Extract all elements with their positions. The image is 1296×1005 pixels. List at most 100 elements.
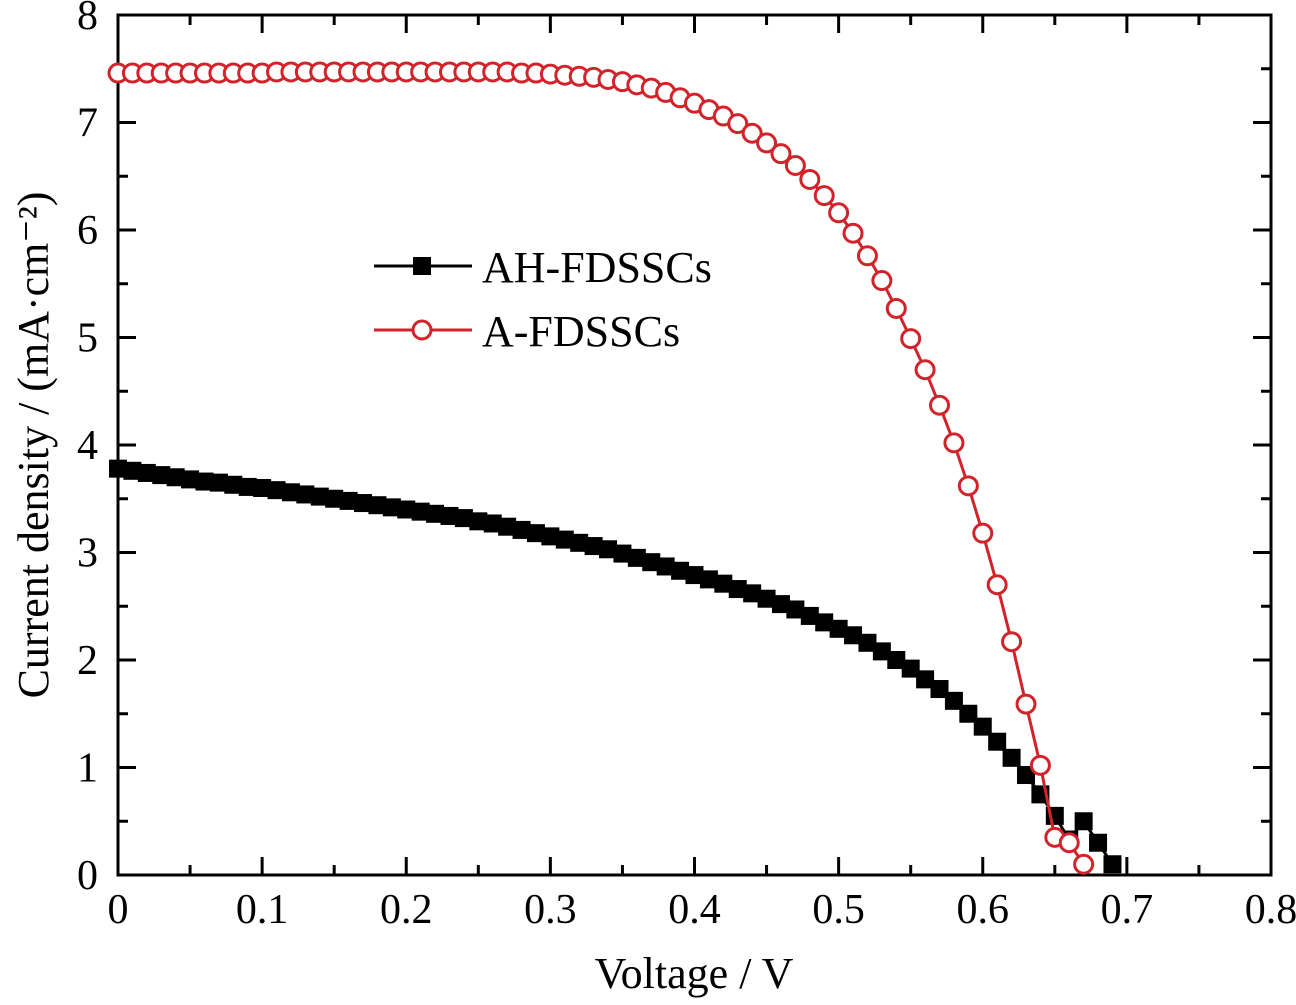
data-point-ah-fdsscs	[426, 504, 445, 523]
data-point-ah-fdsscs	[137, 463, 156, 482]
data-point-ah-fdsscs	[483, 514, 502, 533]
data-point-ah-fdsscs	[296, 485, 315, 504]
x-tick-label: 0	[108, 887, 129, 933]
data-point-ah-fdsscs	[1089, 833, 1108, 852]
data-point-ah-fdsscs	[238, 477, 257, 496]
data-point-ah-fdsscs	[310, 487, 329, 506]
data-point-ah-fdsscs	[152, 466, 171, 485]
data-point-ah-fdsscs	[498, 517, 517, 536]
x-tick-label: 0.8	[1245, 887, 1296, 933]
x-axis-label: Voltage / V	[595, 949, 794, 998]
legend-marker-a-fdsscs	[411, 319, 433, 341]
x-tick-label: 0.3	[524, 887, 577, 933]
data-point-a-fdsscs	[972, 522, 994, 544]
data-point-ah-fdsscs	[988, 732, 1007, 751]
data-point-a-fdsscs	[943, 432, 965, 454]
series-line-a-fdsscs	[118, 70, 1085, 866]
data-point-ah-fdsscs	[642, 553, 661, 572]
data-point-ah-fdsscs	[209, 473, 228, 492]
data-point-ah-fdsscs	[858, 633, 877, 652]
data-point-a-fdsscs	[727, 113, 749, 135]
data-point-ah-fdsscs	[1016, 766, 1035, 785]
x-tick-label: 0.7	[1101, 887, 1154, 933]
data-point-ah-fdsscs	[339, 491, 358, 510]
data-point-a-fdsscs	[957, 475, 979, 497]
data-point-ah-fdsscs	[887, 651, 906, 669]
data-point-a-fdsscs	[871, 270, 893, 292]
legend-label-a-fdsscs: A-FDSSCs	[482, 307, 680, 356]
data-point-ah-fdsscs	[757, 589, 776, 608]
x-tick-label: 0.1	[236, 887, 289, 933]
data-point-ah-fdsscs	[1103, 855, 1122, 874]
x-tick-label: 0.5	[812, 887, 865, 933]
data-point-a-fdsscs	[986, 574, 1008, 596]
data-point-a-fdsscs	[914, 359, 936, 381]
data-point-ah-fdsscs	[354, 494, 373, 513]
data-point-a-fdsscs	[784, 155, 806, 176]
data-point-ah-fdsscs	[959, 704, 978, 723]
series-a-fdsscs	[107, 61, 1095, 875]
data-point-a-fdsscs	[1001, 631, 1023, 653]
data-point-ah-fdsscs	[656, 557, 675, 576]
y-tick-label: 6	[77, 208, 98, 254]
data-point-ah-fdsscs	[382, 498, 401, 517]
data-point-ah-fdsscs	[195, 472, 214, 491]
data-point-ah-fdsscs	[844, 626, 863, 645]
data-point-ah-fdsscs	[743, 584, 762, 603]
data-point-ah-fdsscs	[1002, 748, 1021, 767]
plot-frame	[116, 13, 1273, 877]
y-tick-label: 1	[77, 746, 98, 792]
data-point-ah-fdsscs	[916, 670, 935, 689]
data-point-a-fdsscs	[1058, 832, 1080, 854]
data-point-ah-fdsscs	[771, 595, 790, 614]
y-tick-label: 7	[77, 101, 98, 147]
data-point-ah-fdsscs	[613, 544, 632, 563]
legend: AH-FDSSCs A-FDSSCs	[374, 243, 712, 356]
data-point-ah-fdsscs	[570, 533, 589, 552]
data-point-a-fdsscs	[885, 297, 907, 319]
data-point-ah-fdsscs	[454, 509, 473, 528]
data-point-a-fdsscs	[799, 168, 821, 190]
data-point-a-fdsscs	[900, 328, 922, 350]
data-point-ah-fdsscs	[829, 619, 848, 638]
axis-ticks: 0 0.1 0.2 0.3 0.4 0.5 0.6 0.7 0.8 0 1 2 3 4 5 6 7 8	[77, 0, 1296, 933]
data-point-ah-fdsscs	[555, 530, 574, 549]
data-point-ah-fdsscs	[786, 600, 805, 619]
data-point-a-fdsscs	[1073, 853, 1095, 875]
data-point-ah-fdsscs	[368, 496, 387, 515]
data-point-ah-fdsscs	[526, 524, 545, 543]
data-point-a-fdsscs	[741, 122, 763, 144]
y-tick-label: 4	[77, 423, 98, 469]
data-point-ah-fdsscs	[872, 642, 891, 661]
x-tick-label: 0.4	[668, 887, 721, 933]
x-tick-label: 0.2	[380, 887, 433, 933]
data-point-ah-fdsscs	[815, 613, 834, 632]
data-point-ah-fdsscs	[267, 481, 286, 500]
data-point-ah-fdsscs	[397, 500, 416, 519]
data-point-a-fdsscs	[1029, 754, 1051, 776]
data-point-ah-fdsscs	[627, 548, 646, 567]
series-ah-fdsscs	[109, 459, 1122, 874]
data-point-ah-fdsscs	[541, 527, 560, 546]
data-point-a-fdsscs	[756, 132, 778, 154]
data-point-ah-fdsscs	[166, 468, 185, 487]
y-tick-label: 8	[77, 0, 98, 39]
legend-label-ah-fdsscs: AH-FDSSCs	[482, 243, 712, 292]
data-point-ah-fdsscs	[699, 570, 718, 589]
data-point-ah-fdsscs	[512, 520, 531, 539]
data-point-ah-fdsscs	[469, 512, 488, 531]
data-point-ah-fdsscs	[325, 489, 344, 508]
data-point-a-fdsscs	[929, 394, 951, 416]
data-point-ah-fdsscs	[181, 470, 200, 489]
data-point-a-fdsscs	[828, 202, 850, 224]
y-tick-label: 5	[77, 316, 98, 362]
legend-marker-ah-fdsscs	[413, 257, 431, 275]
y-tick-label: 0	[77, 853, 98, 899]
data-point-ah-fdsscs	[411, 502, 430, 521]
data-point-ah-fdsscs	[224, 475, 243, 494]
y-tick-label: 3	[77, 531, 98, 577]
data-point-a-fdsscs	[1015, 693, 1037, 715]
y-tick-label: 2	[77, 638, 98, 684]
